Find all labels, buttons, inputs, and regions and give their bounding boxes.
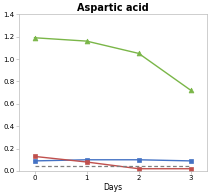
X-axis label: Days: Days (103, 183, 122, 191)
Title: Aspartic acid: Aspartic acid (77, 4, 149, 13)
